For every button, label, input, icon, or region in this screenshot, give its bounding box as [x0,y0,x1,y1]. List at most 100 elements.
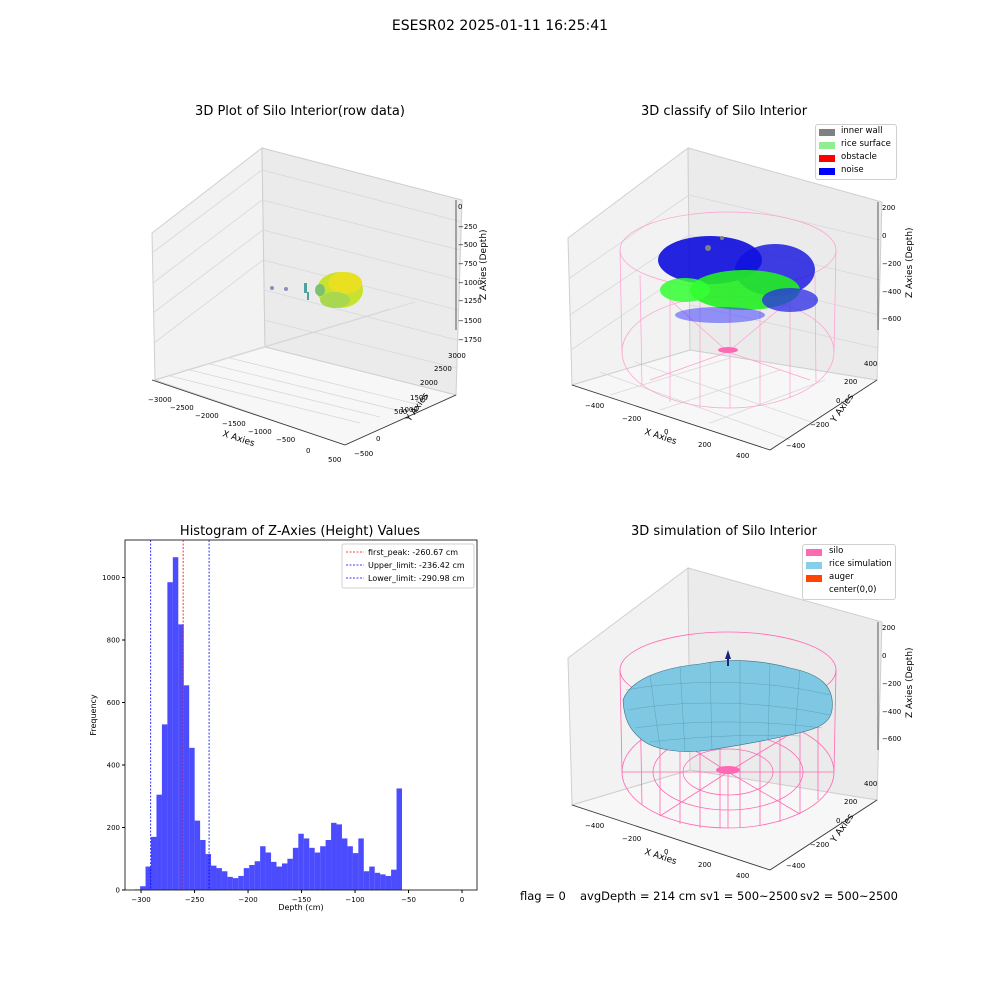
histogram-y-tick-label: 1000 [102,574,120,582]
raw-z-ticks: 0 −250 −500 −750 −1000 −1250 −1500 −1750 [458,203,482,344]
histogram-bar [183,685,190,890]
histogram-bar [363,871,370,890]
raw-surface-cluster [320,292,350,308]
classify-y-ticks: −400 −200 0 200 400 [786,360,877,450]
histogram-bar [336,824,342,890]
histogram-bar [238,875,244,890]
classify-legend: inner wall rice surface obstacle noise [815,124,897,180]
histogram-x-ticks: −300 −250 −200 −150 −100 −50 0 [131,890,464,904]
histogram-bar [358,838,364,890]
histogram-bar [232,878,239,890]
legend-label-inner-wall: inner wall [841,126,883,136]
classify-x-axis-label: X Axies [643,427,678,447]
raw-3d-plot: −3000 −2500 −2000 −1500 −1000 −500 0 500… [148,146,489,464]
raw-x-ticks: −3000 −2500 −2000 −1500 −1000 −500 0 500 [148,396,341,464]
simulation-axes [571,622,879,871]
histogram-bar [227,876,233,890]
histogram-bar [249,865,255,890]
legend-label-upper-limit: Upper_limit: -236.42 cm [368,561,465,570]
sv2-text: sv2 = 500~2500 [800,889,898,903]
classify-x-ticks: −400 −200 0 200 400 [585,402,749,460]
raw-z-tick: −1000 [458,279,482,287]
raw-y-tick: 1000 [400,406,418,414]
histogram-bar [243,868,250,890]
flag-text: flag = 0 [520,889,566,903]
histogram-bar [309,847,315,890]
raw-z-tick: −500 [458,241,477,249]
inner-wall-point [720,236,724,240]
simulation-x-tick: 0 [664,848,668,856]
legend-label-obstacle: obstacle [841,152,877,162]
histogram-bar [287,858,293,890]
histogram-bars [134,557,402,890]
histogram-bar [221,871,228,890]
histogram-bar [271,861,277,890]
histogram-bar [194,820,201,890]
raw-z-tick: −750 [458,260,477,268]
histogram-bar [189,747,195,890]
simulation-y-ticks: −400 −200 0 200 400 [786,780,877,870]
histogram-x-tick-label: −200 [238,896,257,904]
simulation-z-tick: −200 [882,680,901,688]
raw-y-tick: 1500 [410,394,428,402]
histogram-x-tick-label: −250 [185,896,204,904]
classify-axes [571,202,879,451]
legend-label-silo: silo [829,546,844,556]
raw-z-tick: −1250 [458,297,482,305]
raw-z-tick: −1750 [458,336,482,344]
legend-label-auger: auger [829,572,854,582]
classify-point-cloud [658,236,818,323]
histogram-x-axis-label: Depth (cm) [278,903,323,912]
raw-axes [151,200,457,446]
histogram-bar [331,822,337,890]
classify-x-tick: −200 [622,415,641,423]
histogram-bar [167,582,173,890]
legend-swatch-rice-simulation [806,562,822,569]
histogram-bar [172,557,179,890]
histogram-bar [320,846,326,890]
legend-label-lower-limit: Lower_limit: -290.98 cm [368,574,465,583]
histogram-bar [178,624,184,890]
simulation-x-tick: −400 [585,822,604,830]
histogram-x-tick-label: −100 [345,896,364,904]
simulation-plot-title: 3D simulation of Silo Interior [631,524,817,539]
classify-x-tick: 0 [664,428,668,436]
raw-y-tick: −500 [354,450,373,458]
raw-surface-cluster [315,284,325,296]
classify-z-ticks: 200 0 −200 −400 −600 [882,204,901,323]
simulation-y-tick: 400 [864,780,877,788]
raw-point [307,292,309,300]
raw-x-tick: −3000 [148,396,172,404]
raw-x-tick: 0 [306,447,310,455]
legend-label-rice-simulation: rice simulation [829,559,892,569]
simulation-silo-center [716,766,740,774]
histogram-bar [161,724,168,890]
raw-x-tick: −2500 [170,404,194,412]
histogram-bar [391,869,397,890]
raw-y-tick: 0 [376,435,380,443]
raw-point [270,286,274,290]
histogram-bar [276,866,282,890]
histogram-bar [281,863,288,890]
histogram-bar [396,788,402,890]
histogram-bar [374,872,381,890]
histogram-bar [369,866,375,890]
raw-y-tick: 2000 [420,379,438,387]
legend-swatch-silo [806,549,822,556]
legend-swatch-noise [819,168,835,175]
raw-x-tick: −1000 [248,428,272,436]
classify-3d-plot: −400 −200 0 200 400 −400 −200 0 200 400 … [567,147,915,460]
histogram-chart: −300 −250 −200 −150 −100 −50 0 0 200 400 600 800 10… [89,539,478,912]
figure-title: ESESR02 2025-01-11 16:25:41 [391,18,609,34]
avg-depth-text: avgDepth = 214 cm [580,889,697,903]
simulation-z-tick: 200 [882,624,895,632]
simulation-y-tick: −400 [786,862,805,870]
histogram-legend-box [341,543,475,589]
simulation-z-tick: −600 [882,735,901,743]
rice-surface-mesh [625,660,831,753]
raw-grid [151,169,463,424]
histogram-bar [260,846,266,890]
histogram-title: Histogram of Z-Axies (Height) Values [179,524,421,539]
auger-marker [725,650,731,659]
histogram-bar [298,833,304,890]
